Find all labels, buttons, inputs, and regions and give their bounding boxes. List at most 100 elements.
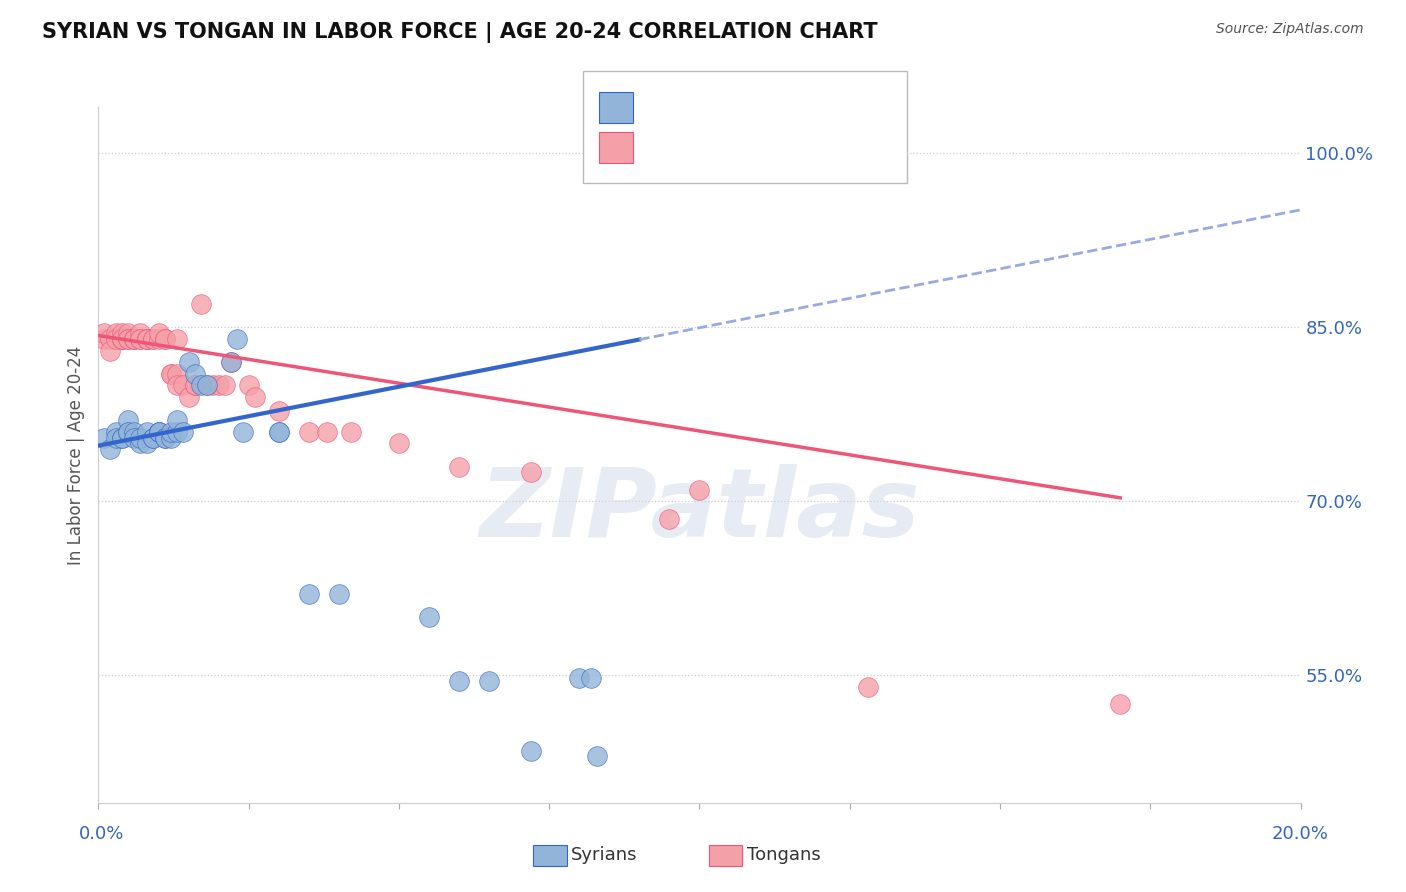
Point (177, 390, 200, 404)
Point (93, 332, 115, 346)
Point (267, 404, 290, 418)
Point (148, 326, 170, 341)
Point (135, 332, 157, 346)
Text: R =: R = (637, 138, 671, 156)
Text: 20.0%: 20.0% (1272, 825, 1329, 843)
Point (856, 680, 879, 694)
Point (581, 671, 603, 685)
Point (172, 425, 194, 439)
Point (616, 164, 638, 178)
Point (172, 378, 194, 392)
Point (298, 425, 321, 439)
Point (148, 425, 170, 439)
Point (100, 442, 122, 457)
Point (166, 413, 188, 427)
Point (183, 367, 205, 381)
Point (183, 378, 205, 392)
Point (153, 431, 176, 445)
Point (159, 367, 181, 381)
Point (124, 332, 146, 346)
Point (141, 332, 163, 346)
Point (153, 431, 176, 445)
Point (111, 431, 134, 445)
Point (166, 332, 188, 346)
Text: R =: R = (637, 98, 671, 116)
Point (129, 436, 152, 450)
Point (93, 431, 115, 445)
Point (658, 511, 681, 525)
Point (418, 610, 440, 624)
Text: 0.196: 0.196 (682, 98, 738, 116)
Point (195, 378, 218, 392)
Point (124, 332, 146, 346)
Point (238, 378, 260, 392)
Point (135, 332, 157, 346)
Point (478, 674, 501, 689)
Point (159, 425, 181, 439)
Point (93, 326, 115, 341)
Point (111, 326, 134, 341)
Point (117, 332, 139, 346)
Point (190, 297, 212, 311)
Point (208, 378, 231, 392)
Point (159, 367, 181, 381)
Text: -0.253: -0.253 (682, 138, 747, 156)
Point (129, 326, 152, 341)
Point (388, 436, 411, 450)
Point (586, 749, 609, 764)
Point (117, 326, 139, 341)
Point (219, 355, 242, 369)
Text: N =: N = (745, 138, 779, 156)
Point (124, 332, 146, 346)
Text: Syrians: Syrians (571, 846, 637, 863)
Point (105, 326, 128, 341)
Point (117, 332, 139, 346)
Point (141, 431, 163, 445)
Text: ZIPatlas: ZIPatlas (479, 464, 920, 558)
Point (153, 332, 176, 346)
Point (141, 431, 163, 445)
Point (183, 378, 205, 392)
Point (159, 431, 181, 445)
Point (340, 425, 363, 439)
Point (129, 332, 152, 346)
Point (135, 332, 157, 346)
Point (111, 431, 134, 445)
Point (232, 425, 254, 439)
Point (148, 425, 170, 439)
Text: 57: 57 (787, 138, 813, 156)
Point (117, 425, 139, 439)
Point (520, 744, 543, 758)
Text: 0.0%: 0.0% (79, 825, 124, 843)
Point (447, 459, 470, 474)
Point (166, 367, 188, 381)
Point (129, 332, 152, 346)
Point (135, 425, 157, 439)
Text: Tongans: Tongans (747, 846, 820, 863)
Point (166, 425, 188, 439)
Point (1109, 698, 1132, 712)
Point (153, 332, 176, 346)
Point (201, 378, 224, 392)
Point (111, 332, 134, 346)
Point (148, 425, 170, 439)
Point (100, 343, 122, 358)
Point (111, 332, 134, 346)
Point (628, 158, 651, 172)
Point (105, 425, 128, 439)
Point (124, 431, 146, 445)
Point (100, 332, 122, 346)
Point (166, 378, 188, 392)
Y-axis label: In Labor Force | Age 20-24: In Labor Force | Age 20-24 (67, 345, 86, 565)
Point (190, 378, 212, 392)
Point (447, 674, 470, 689)
Point (105, 431, 128, 445)
Point (148, 332, 170, 346)
Point (135, 332, 157, 346)
Point (117, 425, 139, 439)
Point (568, 671, 591, 685)
Point (267, 425, 290, 439)
Text: N =: N = (745, 98, 779, 116)
Point (141, 332, 163, 346)
Point (111, 332, 134, 346)
